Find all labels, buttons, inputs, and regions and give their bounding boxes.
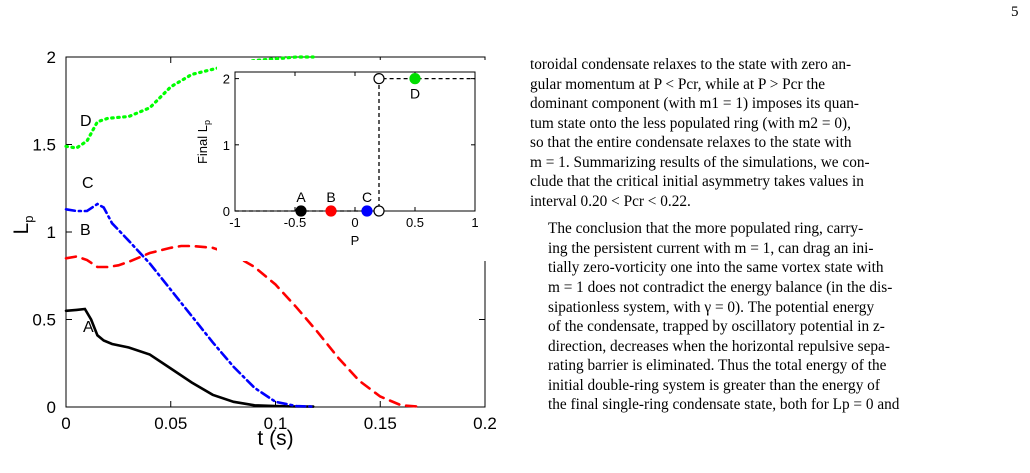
inset-x-tick-label: -1 — [229, 215, 241, 230]
inset-x-tick-label: 0 — [351, 215, 358, 230]
y-tick-label: 0 — [47, 398, 56, 417]
inset-x-tick-label: 1 — [471, 215, 478, 230]
x-axis-label: t (s) — [257, 427, 293, 450]
inset-y-tick-label: 1 — [223, 138, 230, 153]
page-number: 5 — [1011, 4, 1019, 20]
inset-x-tick-label: -0.5 — [284, 215, 306, 230]
text-line: interval 0.20 < Pcr < 0.22. — [530, 192, 691, 210]
paragraph-2: The conclusion that the more populated r… — [530, 219, 1023, 414]
text-column: toroidal condensate relaxes to the state… — [530, 55, 1023, 415]
series-A-line — [64, 307, 315, 408]
inset-x-axis-label: P — [351, 233, 360, 248]
text-line: tially zero-vorticity one into the same … — [548, 259, 884, 277]
y-tick-label: 1.5 — [32, 136, 56, 155]
inset-point-label-A: A — [296, 189, 306, 205]
figure: 0 0.5 1 1.5 2 0 0.05 0.1 0.15 0.2 t (s) Lp A B C D 0 1 2 -… — [10, 48, 497, 450]
text-line: rating barrier is eliminated. Thus the t… — [548, 357, 887, 375]
text-line: gular momentum at P < Pcr, while at P > … — [530, 75, 826, 93]
inset-point-A — [295, 205, 307, 217]
text-line: ing the persistent current with m = 1, c… — [548, 239, 874, 257]
inset-background — [217, 60, 493, 261]
text-line: m = 1. Summarizing results of the simula… — [530, 153, 870, 171]
y-tick-label: 0.5 — [32, 311, 56, 330]
curve-label-C: C — [82, 175, 94, 192]
text-line: the final single-ring condensate state, … — [548, 396, 900, 414]
text-line: sipationless system, with γ = 0). The po… — [548, 298, 875, 316]
text-line: toroidal condensate relaxes to the state… — [530, 56, 852, 73]
inset-point-label-B: B — [326, 189, 335, 205]
inset-point-open — [373, 73, 385, 85]
inset-point-label-D: D — [410, 86, 420, 102]
y-axis-label-sub: p — [21, 216, 36, 223]
curve-label-D: D — [80, 113, 92, 130]
series-C-line — [64, 202, 315, 408]
paragraph-1: toroidal condensate relaxes to the state… — [530, 55, 1023, 211]
y-tick-label: 1 — [47, 223, 56, 242]
text-line: clude that the critical initial asymmetr… — [530, 173, 864, 191]
x-tick-label: 0.2 — [473, 414, 497, 433]
x-tick-label: 0.05 — [154, 414, 187, 433]
y-tick-label: 2 — [47, 48, 56, 67]
text-line: dominant component (with m1 = 1) imposes… — [530, 95, 859, 113]
y-axis-label: Lp — [10, 216, 36, 235]
series-B-line — [64, 244, 420, 408]
curve-label-A: A — [83, 319, 94, 336]
text-line: tum state onto the less populated ring (… — [530, 114, 851, 132]
text-line: of the condensate, trapped by oscillator… — [548, 318, 885, 336]
inset-x-tick-label: 0.5 — [406, 215, 424, 230]
text-line: direction, decreases when the horizontal… — [548, 337, 890, 355]
inset-point-C — [361, 205, 373, 217]
inset-point-D — [409, 73, 421, 85]
x-tick-label: 0 — [61, 414, 70, 433]
inset-y-axis-label-sub: p — [202, 120, 212, 125]
text-line: initial double-ring system is greater th… — [548, 376, 880, 394]
x-tick-label: 0.15 — [364, 414, 397, 433]
inset-point-B — [325, 205, 337, 217]
main-plot: 0 0.5 1 1.5 2 0 0.05 0.1 0.15 0.2 t (s) Lp A B C D — [10, 48, 497, 450]
text-line: The conclusion that the more populated r… — [548, 220, 864, 238]
inset-step-line — [235, 77, 475, 212]
inset-y-axis-label: Final Lp — [195, 120, 212, 164]
inset-y-tick-label: 0 — [223, 204, 230, 219]
inset-point-open — [373, 205, 385, 217]
inset-y-tick-label: 2 — [223, 72, 230, 87]
text-line: m = 1 does not contradict the energy bal… — [548, 279, 893, 297]
curve-label-B: B — [80, 222, 91, 239]
x-tick-label: 0.1 — [264, 414, 288, 433]
inset-plot: 0 1 2 -1 -0.5 0 0.5 1 P Final Lp A B C D — [195, 60, 493, 261]
text-line: so that the entire condensate relaxes to… — [530, 134, 852, 152]
inset-point-label-C: C — [362, 189, 372, 205]
series-D-line — [64, 55, 315, 150]
